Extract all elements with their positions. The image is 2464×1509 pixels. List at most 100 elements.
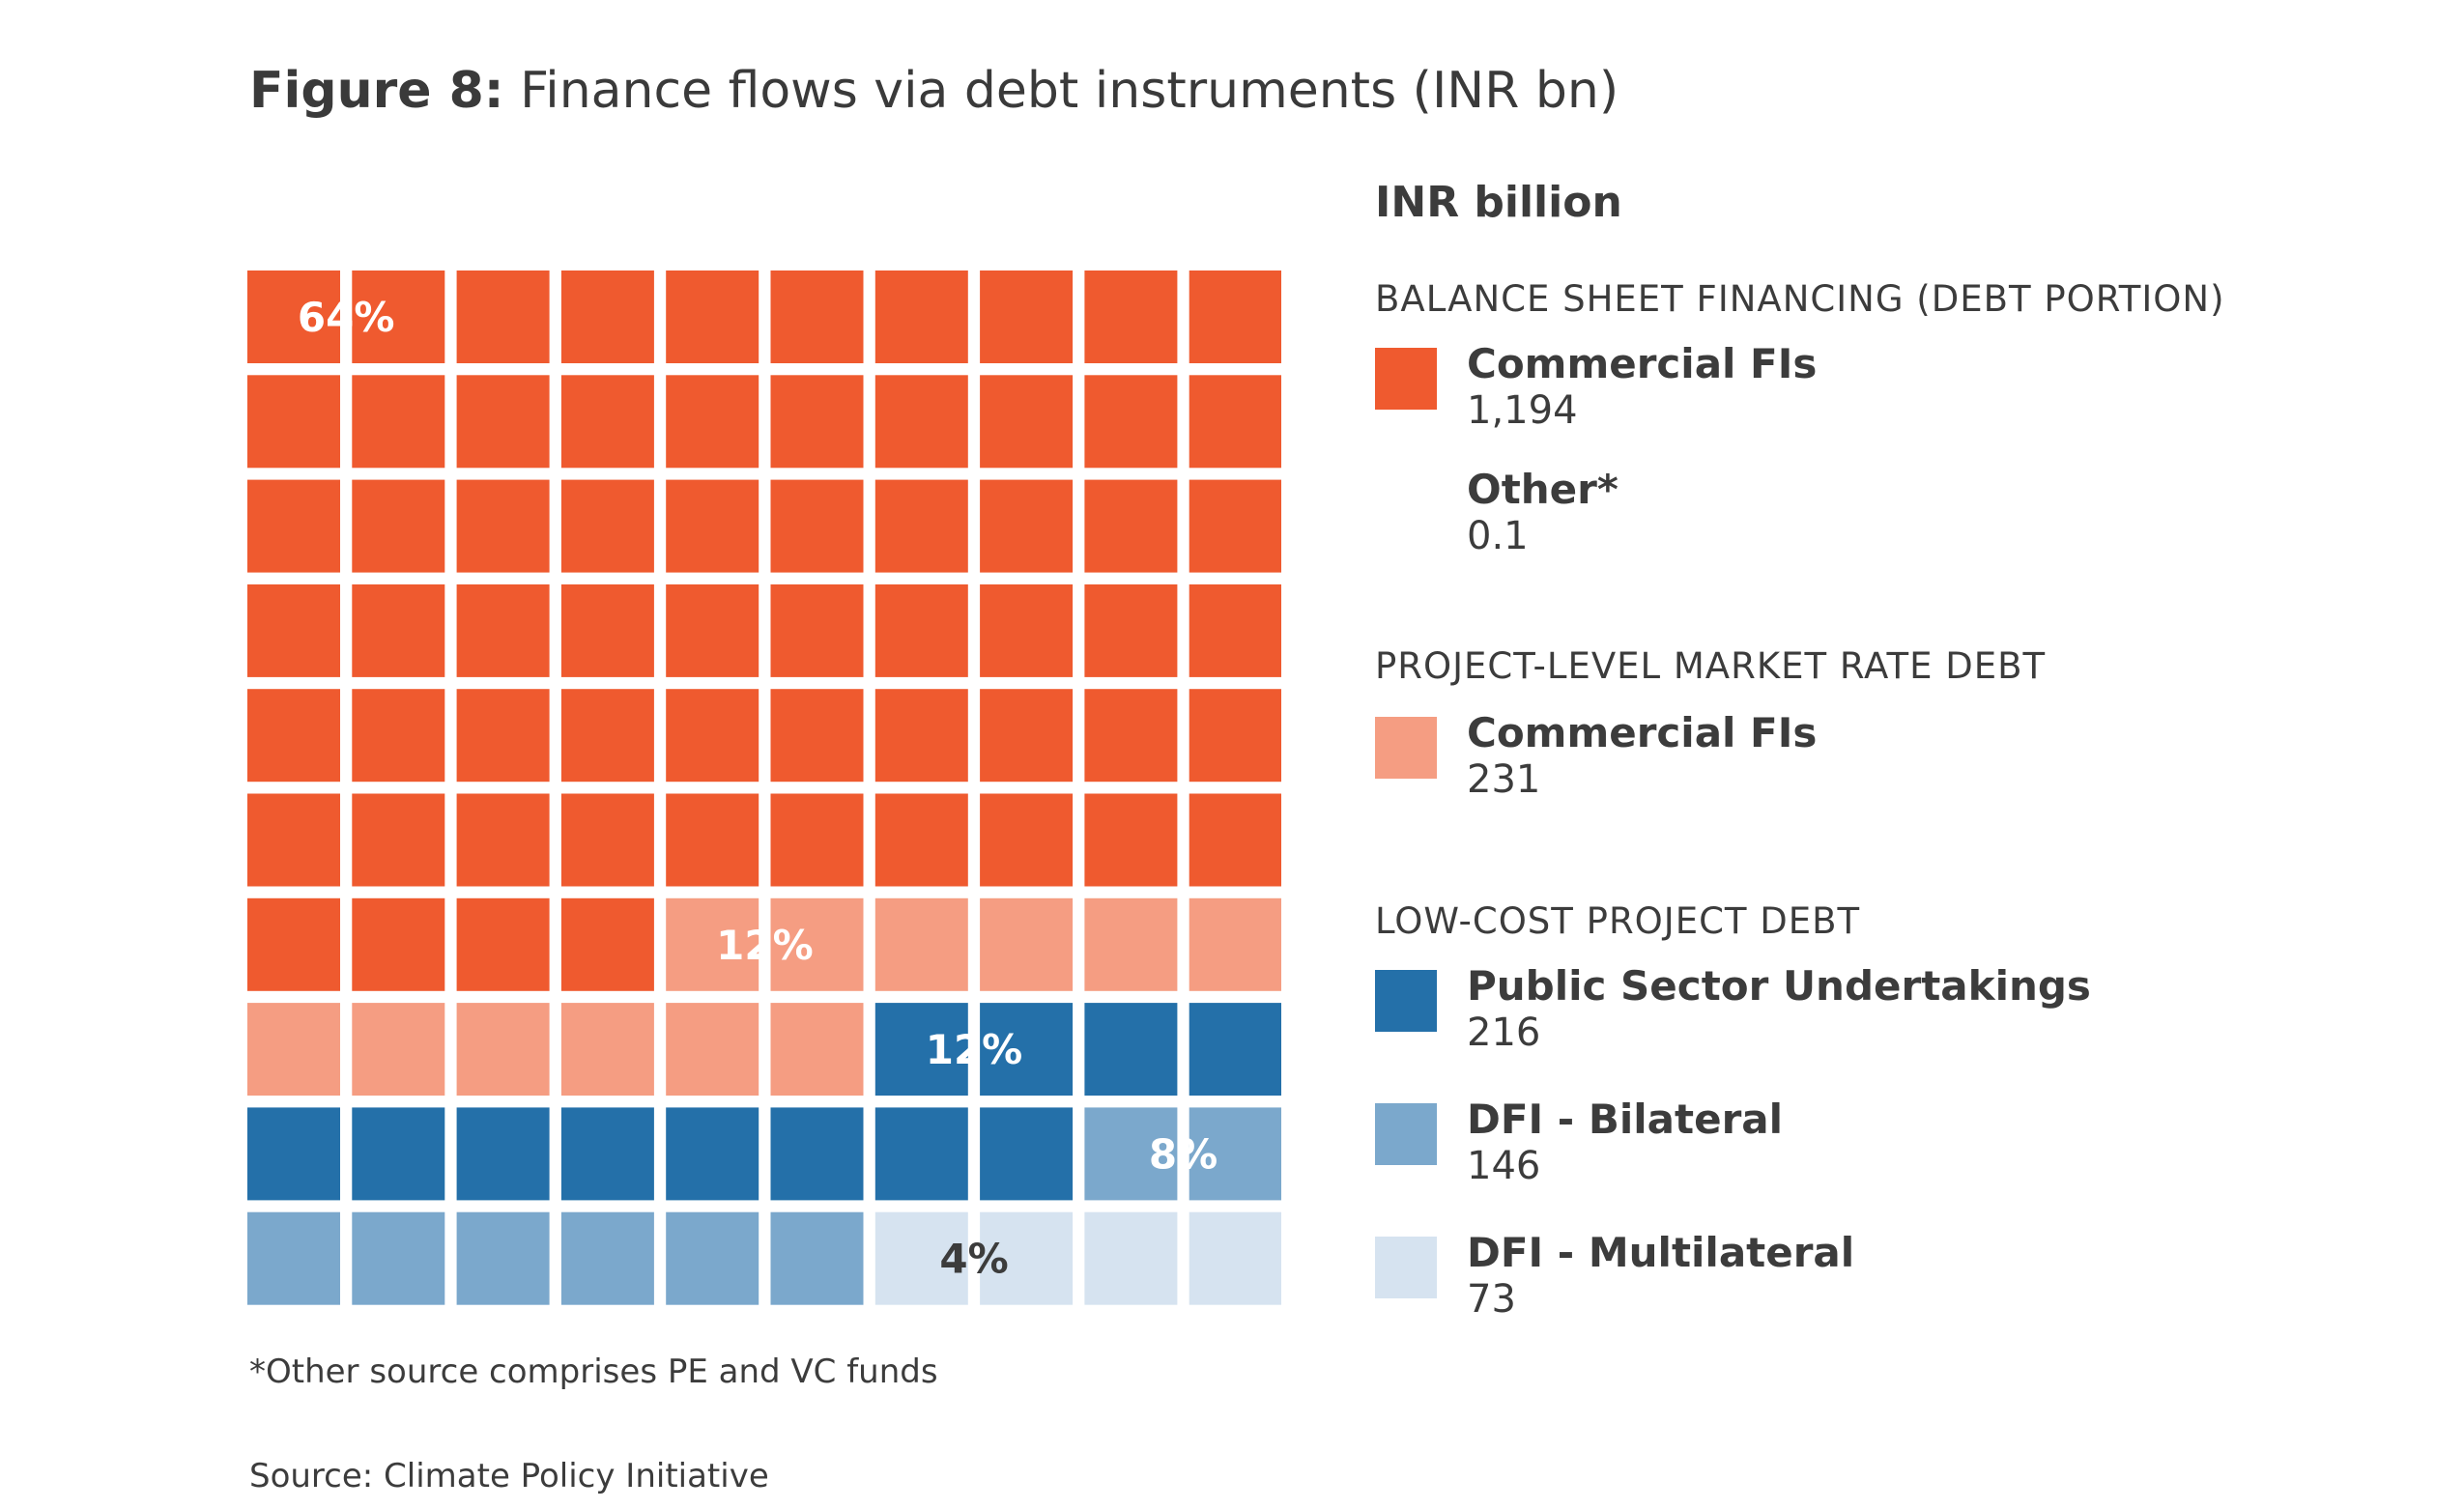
waffle-square bbox=[560, 479, 654, 573]
legend-group-title: BALANCE SHEET FINANCING (DEBT PORTION) bbox=[1375, 278, 2225, 320]
waffle-square bbox=[560, 897, 654, 991]
waffle-square bbox=[1189, 793, 1281, 887]
legend-entry-label: Commercial FIs bbox=[1467, 709, 1818, 756]
chart-title: Figure 8: Finance flows via debt instrum… bbox=[249, 56, 1619, 126]
waffle-square bbox=[247, 584, 340, 677]
waffle-square bbox=[247, 1107, 340, 1201]
legend-entry-label: Other* bbox=[1467, 466, 1619, 513]
waffle-square bbox=[560, 375, 654, 469]
waffle-square bbox=[456, 1107, 550, 1201]
legend-swatch bbox=[1375, 1237, 1437, 1298]
waffle-square bbox=[770, 897, 864, 991]
waffle-square bbox=[352, 1107, 445, 1201]
legend-entry-value: 0.1 bbox=[1467, 514, 1529, 558]
waffle-square bbox=[352, 897, 445, 991]
legend-entry: Commercial FIs 1,194 bbox=[1375, 340, 2438, 454]
waffle-square bbox=[770, 584, 864, 677]
waffle-square bbox=[247, 1003, 340, 1096]
waffle-square bbox=[666, 1211, 759, 1305]
waffle-square bbox=[247, 793, 340, 887]
waffle-square bbox=[352, 479, 445, 573]
figure-title-text: Finance flows via debt instruments (INR … bbox=[520, 62, 1619, 120]
waffle-square bbox=[1189, 584, 1281, 677]
waffle-square bbox=[1084, 1107, 1178, 1201]
waffle-square bbox=[770, 793, 864, 887]
legend-entry-value: 73 bbox=[1467, 1277, 1516, 1322]
waffle-square bbox=[980, 689, 1074, 783]
waffle-square bbox=[666, 689, 759, 783]
waffle-square bbox=[1189, 270, 1281, 363]
waffle-square bbox=[770, 689, 864, 783]
waffle-square bbox=[1084, 793, 1178, 887]
waffle-square bbox=[874, 479, 968, 573]
waffle-square bbox=[247, 375, 340, 469]
waffle-square bbox=[666, 1003, 759, 1096]
waffle-square bbox=[980, 584, 1074, 677]
waffle-square bbox=[560, 584, 654, 677]
waffle-square bbox=[247, 1211, 340, 1305]
legend-entry-value: 216 bbox=[1467, 1011, 1541, 1055]
waffle-square bbox=[560, 1211, 654, 1305]
waffle-square bbox=[666, 1107, 759, 1201]
segment-percent-label: 8% bbox=[1149, 1130, 1218, 1178]
waffle-square bbox=[980, 1003, 1074, 1096]
segment-percent-label: 12% bbox=[716, 922, 814, 969]
legend-swatch bbox=[1375, 348, 1437, 410]
legend-entry: Other* 0.1 bbox=[1375, 466, 2438, 580]
waffle-square bbox=[874, 584, 968, 677]
waffle-square bbox=[770, 479, 864, 573]
legend-entry: Commercial FIs 231 bbox=[1375, 709, 2438, 823]
waffle-square bbox=[666, 793, 759, 887]
legend-group-title: LOW-COST PROJECT DEBT bbox=[1375, 900, 1861, 942]
waffle-square bbox=[352, 584, 445, 677]
waffle-square bbox=[770, 375, 864, 469]
waffle-square bbox=[456, 270, 550, 363]
legend-entry-label: DFI - Bilateral bbox=[1467, 1096, 1784, 1143]
waffle-square bbox=[770, 270, 864, 363]
legend-entry-label: Public Sector Undertakings bbox=[1467, 962, 2091, 1010]
waffle-square bbox=[874, 1211, 968, 1305]
waffle-square bbox=[456, 897, 550, 991]
segment-percent-label: 64% bbox=[298, 294, 395, 341]
waffle-square bbox=[1084, 897, 1178, 991]
waffle-square bbox=[456, 689, 550, 783]
legend-entry-value: 146 bbox=[1467, 1144, 1541, 1188]
waffle-square bbox=[980, 375, 1074, 469]
waffle-square bbox=[980, 793, 1074, 887]
waffle-square bbox=[666, 584, 759, 677]
waffle-square bbox=[874, 270, 968, 363]
waffle-square bbox=[1189, 1107, 1281, 1201]
waffle-square bbox=[247, 897, 340, 991]
source-note: Source: Climate Policy Initiative bbox=[249, 1457, 769, 1495]
waffle-square bbox=[1189, 897, 1281, 991]
unit-label: INR billion bbox=[1375, 178, 1622, 227]
waffle-square bbox=[980, 1107, 1074, 1201]
segment-percent-label: 12% bbox=[926, 1026, 1023, 1073]
waffle-chart: 64% 12% 12% 8% 4% bbox=[247, 270, 1281, 1305]
waffle-square bbox=[560, 1003, 654, 1096]
waffle-square bbox=[666, 897, 759, 991]
waffle-square bbox=[980, 897, 1074, 991]
legend-group-title: PROJECT-LEVEL MARKET RATE DEBT bbox=[1375, 645, 2047, 687]
waffle-square bbox=[456, 375, 550, 469]
waffle-square bbox=[1189, 375, 1281, 469]
waffle-square bbox=[456, 1003, 550, 1096]
waffle-square bbox=[770, 1003, 864, 1096]
waffle-square bbox=[456, 479, 550, 573]
waffle-square bbox=[560, 689, 654, 783]
waffle-square bbox=[980, 479, 1074, 573]
waffle-square bbox=[874, 897, 968, 991]
waffle-square bbox=[247, 270, 340, 363]
waffle-square bbox=[980, 1211, 1074, 1305]
waffle-square bbox=[980, 270, 1074, 363]
waffle-square bbox=[456, 793, 550, 887]
legend-swatch bbox=[1375, 970, 1437, 1032]
waffle-square bbox=[1189, 479, 1281, 573]
legend-swatch bbox=[1375, 1103, 1437, 1165]
figure-number: Figure 8: bbox=[249, 62, 504, 120]
legend-swatch bbox=[1375, 717, 1437, 779]
waffle-square bbox=[874, 1107, 968, 1201]
waffle-square bbox=[247, 479, 340, 573]
waffle-square bbox=[874, 375, 968, 469]
waffle-square bbox=[1084, 1003, 1178, 1096]
